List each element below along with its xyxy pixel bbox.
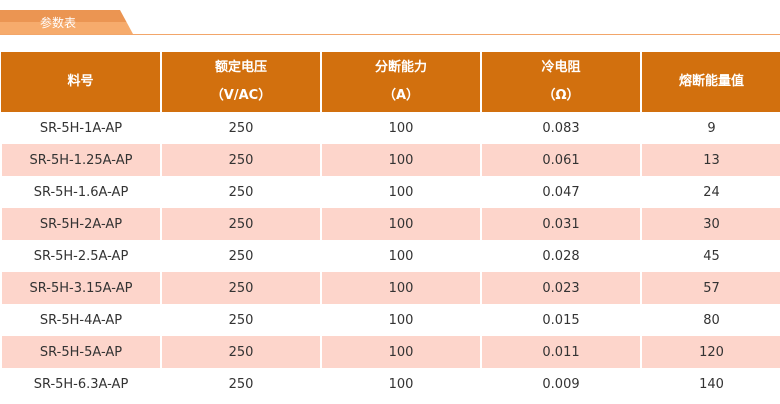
table-cell: SR-5H-1.6A-AP — [0, 176, 161, 208]
table-cell: SR-5H-3.15A-AP — [0, 272, 161, 304]
table-row: SR-5H-4A-AP 250 100 0.015 80 — [0, 304, 780, 336]
table-cell: 250 — [160, 176, 321, 208]
table-cell: 9 — [640, 112, 780, 144]
table-row: SR-5H-1.6A-AP 250 100 0.047 24 — [0, 176, 780, 208]
table-cell: SR-5H-6.3A-AP — [0, 368, 161, 400]
column-header: 料号 — [1, 52, 161, 112]
tab-parameters[interactable]: 参数表 — [0, 10, 133, 34]
table-cell: 100 — [320, 336, 481, 368]
table-row: SR-5H-6.3A-AP 250 100 0.009 140 — [0, 368, 780, 400]
table-cell: 100 — [320, 112, 481, 144]
table-cell: SR-5H-4A-AP — [0, 304, 161, 336]
column-header: 额定电压 （V/AC） — [160, 52, 321, 112]
table-cell: 45 — [640, 240, 780, 272]
header-text: （A） — [382, 88, 420, 103]
table-cell: SR-5H-2.5A-AP — [0, 240, 161, 272]
table-cell: 100 — [320, 240, 481, 272]
table-cell: 100 — [320, 144, 481, 176]
table-cell: 0.015 — [480, 304, 641, 336]
table-row: SR-5H-2.5A-AP 250 100 0.028 45 — [0, 240, 780, 272]
table-cell: 0.023 — [480, 272, 641, 304]
column-header: 熔断能量值 — [640, 52, 780, 112]
column-header: 冷电阻 （Ω） — [480, 52, 641, 112]
table-cell: 140 — [640, 368, 780, 400]
header-text: 料号 — [67, 74, 94, 89]
table-cell: 250 — [160, 240, 321, 272]
table-cell: 0.031 — [480, 208, 641, 240]
table-cell: 0.009 — [480, 368, 641, 400]
header-text: 分断能力 — [374, 60, 427, 75]
table-cell: 250 — [160, 208, 321, 240]
table-cell: 24 — [640, 176, 780, 208]
table-cell: 13 — [640, 144, 780, 176]
header-text: 冷电阻 — [541, 60, 581, 75]
section-tab-bar: 参数表 — [0, 10, 780, 35]
table-row: SR-5H-5A-AP 250 100 0.011 120 — [0, 336, 780, 368]
table-cell: 100 — [320, 368, 481, 400]
table-row: SR-5H-3.15A-AP 250 100 0.023 57 — [0, 272, 780, 304]
table-row: SR-5H-2A-AP 250 100 0.031 30 — [0, 208, 780, 240]
table-cell: 0.061 — [480, 144, 641, 176]
table-cell: 0.028 — [480, 240, 641, 272]
parameter-table: 料号 额定电压 （V/AC） 分断能力 （A） 冷电阻 （Ω） 熔断能量值 SR-5H-1A-… — [0, 52, 780, 400]
table-row: SR-5H-1A-AP 250 100 0.083 9 — [0, 112, 780, 144]
table-cell: 100 — [320, 208, 481, 240]
header-text: 额定电压 — [214, 60, 267, 75]
tab-label: 参数表 — [40, 16, 77, 30]
table-cell: 250 — [160, 112, 321, 144]
header-text: （Ω） — [542, 88, 580, 103]
table-cell: 120 — [640, 336, 780, 368]
table-cell: 30 — [640, 208, 780, 240]
header-row: 料号 额定电压 （V/AC） 分断能力 （A） 冷电阻 （Ω） 熔断能量值 — [1, 52, 780, 112]
header-text: （V/AC） — [210, 88, 272, 103]
header-text: 熔断能量值 — [678, 74, 744, 89]
table-cell: 100 — [320, 272, 481, 304]
table-cell: 250 — [160, 144, 321, 176]
table-cell: 250 — [160, 368, 321, 400]
table-cell: 0.047 — [480, 176, 641, 208]
table-cell: 250 — [160, 272, 321, 304]
table-cell: SR-5H-1A-AP — [0, 112, 161, 144]
table-cell: 100 — [320, 304, 481, 336]
table-row: SR-5H-1.25A-AP 250 100 0.061 13 — [0, 144, 780, 176]
table-cell: SR-5H-2A-AP — [0, 208, 161, 240]
table-cell: 250 — [160, 336, 321, 368]
table-cell: 100 — [320, 176, 481, 208]
table-cell: SR-5H-5A-AP — [0, 336, 161, 368]
column-header: 分断能力 （A） — [320, 52, 481, 112]
table-cell: 250 — [160, 304, 321, 336]
table-cell: 80 — [640, 304, 780, 336]
table-cell: 57 — [640, 272, 780, 304]
table-cell: 0.011 — [480, 336, 641, 368]
table-cell: SR-5H-1.25A-AP — [0, 144, 161, 176]
table-cell: 0.083 — [480, 112, 641, 144]
